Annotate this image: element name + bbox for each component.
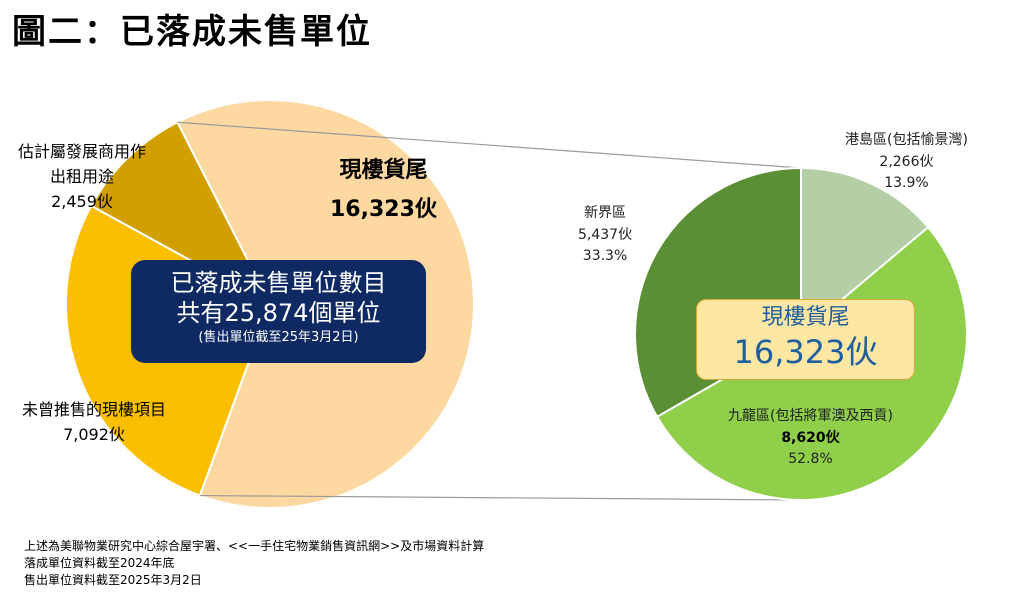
kowloon-value: 8,620伙 — [781, 429, 840, 446]
commercial-name-1: 估計屬發展商用作 — [18, 142, 147, 161]
never-sold-name: 未曾推售的現樓項目 — [22, 400, 167, 419]
never-sold-value: 7,092伙 — [63, 424, 125, 444]
current-stock-value: 16,323伙 — [330, 196, 437, 222]
total-units-box: 已落成未售單位數目 共有25,874個單位 (售出單位截至25年3月2日) — [131, 260, 426, 363]
hk-island-percent: 13.9% — [884, 175, 929, 192]
kowloon-label: 九龍區(包括將軍澳及西貢) 8,620伙 52.8% — [728, 406, 893, 471]
nt-percent: 33.3% — [582, 248, 628, 265]
current-stock-box: 現樓貨尾 16,323伙 — [696, 299, 915, 380]
pie-slice-commercial — [89, 120, 273, 307]
right-box-line2: 16,323伙 — [733, 333, 878, 371]
hk-island-name: 港島區(包括愉景灣) — [845, 132, 968, 148]
connector-lines — [177, 121, 802, 501]
connector-line-bottom — [199, 494, 802, 501]
connector-line-top — [177, 121, 802, 169]
page-title: 圖二：已落成未售單位 — [12, 12, 372, 52]
total-box-line3: (售出單位截至25年3月2日) — [198, 330, 359, 345]
never-sold-label: 未曾推售的現樓項目 7,092伙 — [22, 398, 166, 448]
pie-slice-hk-island — [800, 166, 930, 337]
nt-name: 新界區 — [584, 205, 627, 221]
kowloon-percent: 52.8% — [788, 451, 833, 468]
right-box-line1: 現樓貨尾 — [761, 305, 850, 330]
total-box-line1: 已落成未售單位數目 — [170, 269, 387, 297]
footnote-3: 售出單位資料截至2025年3月2日 — [24, 573, 202, 587]
nt-value: 5,437伙 — [578, 226, 633, 243]
hk-island-label: 港島區(包括愉景灣) 2,266伙 13.9% — [845, 130, 968, 195]
footnotes: 上述為美聯物業研究中心綜合屋宇署、<<一手住宅物業銷售資訊網>>及市場資料計算 … — [24, 538, 484, 589]
commercial-label: 估計屬發展商用作 出租用途 2,459伙 — [18, 140, 146, 214]
current-stock-label: 現樓貨尾 16,323伙 — [330, 152, 437, 229]
kowloon-name: 九龍區(包括將軍澳及西貢) — [728, 408, 893, 424]
commercial-value: 2,459伙 — [51, 191, 113, 211]
total-box-line2: 共有25,874個單位 — [176, 299, 381, 327]
footnote-2: 落成單位資料截至2024年底 — [24, 556, 175, 570]
footnote-1: 上述為美聯物業研究中心綜合屋宇署、<<一手住宅物業銷售資訊網>>及市場資料計算 — [24, 539, 485, 553]
new-territories-label: 新界區 5,437伙 33.3% — [578, 203, 632, 268]
hk-island-value: 2,266伙 — [879, 153, 934, 170]
commercial-name-2: 出租用途 — [50, 166, 115, 186]
current-stock-name: 現樓貨尾 — [339, 158, 428, 183]
